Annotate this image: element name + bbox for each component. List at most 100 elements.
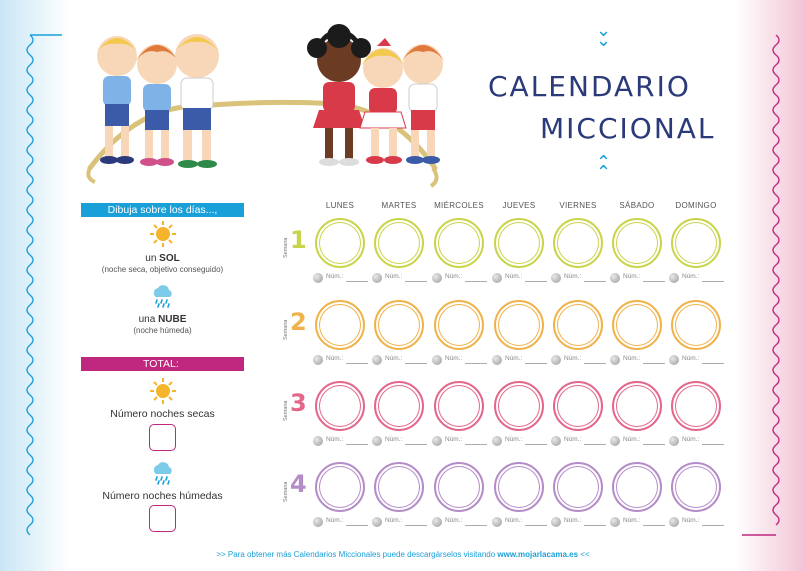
night-count-field[interactable]: Núm.: <box>372 272 428 284</box>
day-circle[interactable] <box>315 218 365 268</box>
title-line-2: MICCIONAL <box>540 112 716 145</box>
day-circle[interactable] <box>374 300 424 350</box>
left-edge-gradient <box>0 0 70 571</box>
week-number: 2 <box>290 308 307 336</box>
count-label: Núm.: <box>385 436 403 443</box>
day-circle[interactable] <box>494 300 544 350</box>
rain-cloud-icon <box>153 462 172 485</box>
night-count-field[interactable]: Núm.: <box>669 516 725 528</box>
night-count-field[interactable]: Núm.: <box>610 435 666 447</box>
night-count-field[interactable]: Núm.: <box>313 272 369 284</box>
day-circle[interactable] <box>671 218 721 268</box>
count-blank-line <box>525 363 547 364</box>
day-circle[interactable] <box>374 381 424 431</box>
night-count-field[interactable]: Núm.: <box>492 516 548 528</box>
day-circle[interactable] <box>612 462 662 512</box>
day-circle[interactable] <box>434 381 484 431</box>
night-count-field[interactable]: Núm.: <box>551 354 607 366</box>
count-blank-line <box>525 525 547 526</box>
night-count-field[interactable]: Núm.: <box>313 516 369 528</box>
day-circle[interactable] <box>612 218 662 268</box>
day-circle[interactable] <box>315 462 365 512</box>
night-count-field[interactable]: Núm.: <box>432 516 488 528</box>
night-count-field[interactable]: Núm.: <box>372 435 428 447</box>
count-dot-icon <box>313 355 323 365</box>
night-count-field[interactable]: Núm.: <box>432 272 488 284</box>
night-count-field[interactable]: Núm.: <box>432 354 488 366</box>
count-dot-icon <box>432 273 442 283</box>
week-label: Semana <box>283 400 289 422</box>
day-circle[interactable] <box>612 300 662 350</box>
night-count-field[interactable]: Núm.: <box>313 354 369 366</box>
wet-nights-label: Número noches húmedas <box>102 490 223 502</box>
count-dot-icon <box>610 355 620 365</box>
night-count-field[interactable]: Núm.: <box>313 435 369 447</box>
wet-nights-count-box[interactable] <box>149 505 176 532</box>
day-circle[interactable] <box>612 381 662 431</box>
night-count-field[interactable]: Núm.: <box>492 272 548 284</box>
night-count-field[interactable]: Núm.: <box>669 435 725 447</box>
count-dot-icon <box>492 517 502 527</box>
count-dot-icon <box>551 355 561 365</box>
count-dot-icon <box>669 517 679 527</box>
count-dot-icon <box>372 273 382 283</box>
count-blank-line <box>405 444 427 445</box>
night-count-field[interactable]: Núm.: <box>669 272 725 284</box>
count-dot-icon <box>610 517 620 527</box>
footer-suffix: << <box>580 550 590 559</box>
night-count-field[interactable]: Núm.: <box>492 354 548 366</box>
day-header: MIÉRCOLES <box>434 201 484 210</box>
day-circle[interactable] <box>494 218 544 268</box>
day-circle[interactable] <box>434 462 484 512</box>
day-circle[interactable] <box>553 300 603 350</box>
night-count-field[interactable]: Núm.: <box>610 272 666 284</box>
day-circle[interactable] <box>553 462 603 512</box>
day-circle[interactable] <box>671 462 721 512</box>
night-count-field[interactable]: Núm.: <box>372 354 428 366</box>
count-label: Núm.: <box>564 436 582 443</box>
count-label: Núm.: <box>326 273 344 280</box>
night-count-field[interactable]: Núm.: <box>551 435 607 447</box>
day-circle[interactable] <box>494 381 544 431</box>
night-count-field[interactable]: Núm.: <box>610 354 666 366</box>
day-circle[interactable] <box>553 381 603 431</box>
count-label: Núm.: <box>445 436 463 443</box>
footer: >> Para obtener más Calendarios Micciona… <box>0 550 806 559</box>
night-count-field[interactable]: Núm.: <box>551 516 607 528</box>
total-bar: TOTAL: <box>81 357 244 371</box>
count-label: Núm.: <box>505 273 523 280</box>
night-count-field[interactable]: Núm.: <box>551 272 607 284</box>
day-circle[interactable] <box>434 300 484 350</box>
day-circle[interactable] <box>374 218 424 268</box>
night-count-field[interactable]: Núm.: <box>610 516 666 528</box>
count-blank-line <box>643 525 665 526</box>
night-count-field[interactable]: Núm.: <box>432 435 488 447</box>
day-circle[interactable] <box>315 300 365 350</box>
day-circle[interactable] <box>553 218 603 268</box>
legend-sun-note: (noche seca, objetivo conseguido) <box>101 265 224 274</box>
count-dot-icon <box>610 436 620 446</box>
night-count-field[interactable]: Núm.: <box>669 354 725 366</box>
day-header: DOMINGO <box>675 201 717 210</box>
footer-link[interactable]: www.mojarlacama.es <box>497 550 579 559</box>
dry-nights-count-box[interactable] <box>149 424 176 451</box>
night-count-field[interactable]: Núm.: <box>492 435 548 447</box>
week-number: 4 <box>290 470 307 498</box>
day-circle[interactable] <box>434 218 484 268</box>
week-number: 3 <box>290 389 307 417</box>
day-circle[interactable] <box>315 381 365 431</box>
day-circle[interactable] <box>374 462 424 512</box>
day-circle[interactable] <box>494 462 544 512</box>
night-count-field[interactable]: Núm.: <box>372 516 428 528</box>
count-blank-line <box>465 525 487 526</box>
rain-cloud-icon <box>153 285 172 308</box>
week-label: Semana <box>283 319 289 341</box>
day-circle[interactable] <box>671 381 721 431</box>
count-blank-line <box>465 363 487 364</box>
chevron-up-icon: ⌃ ⌃ <box>596 152 612 183</box>
count-dot-icon <box>492 355 502 365</box>
count-label: Núm.: <box>326 436 344 443</box>
count-blank-line <box>643 444 665 445</box>
count-dot-icon <box>372 517 382 527</box>
day-circle[interactable] <box>671 300 721 350</box>
